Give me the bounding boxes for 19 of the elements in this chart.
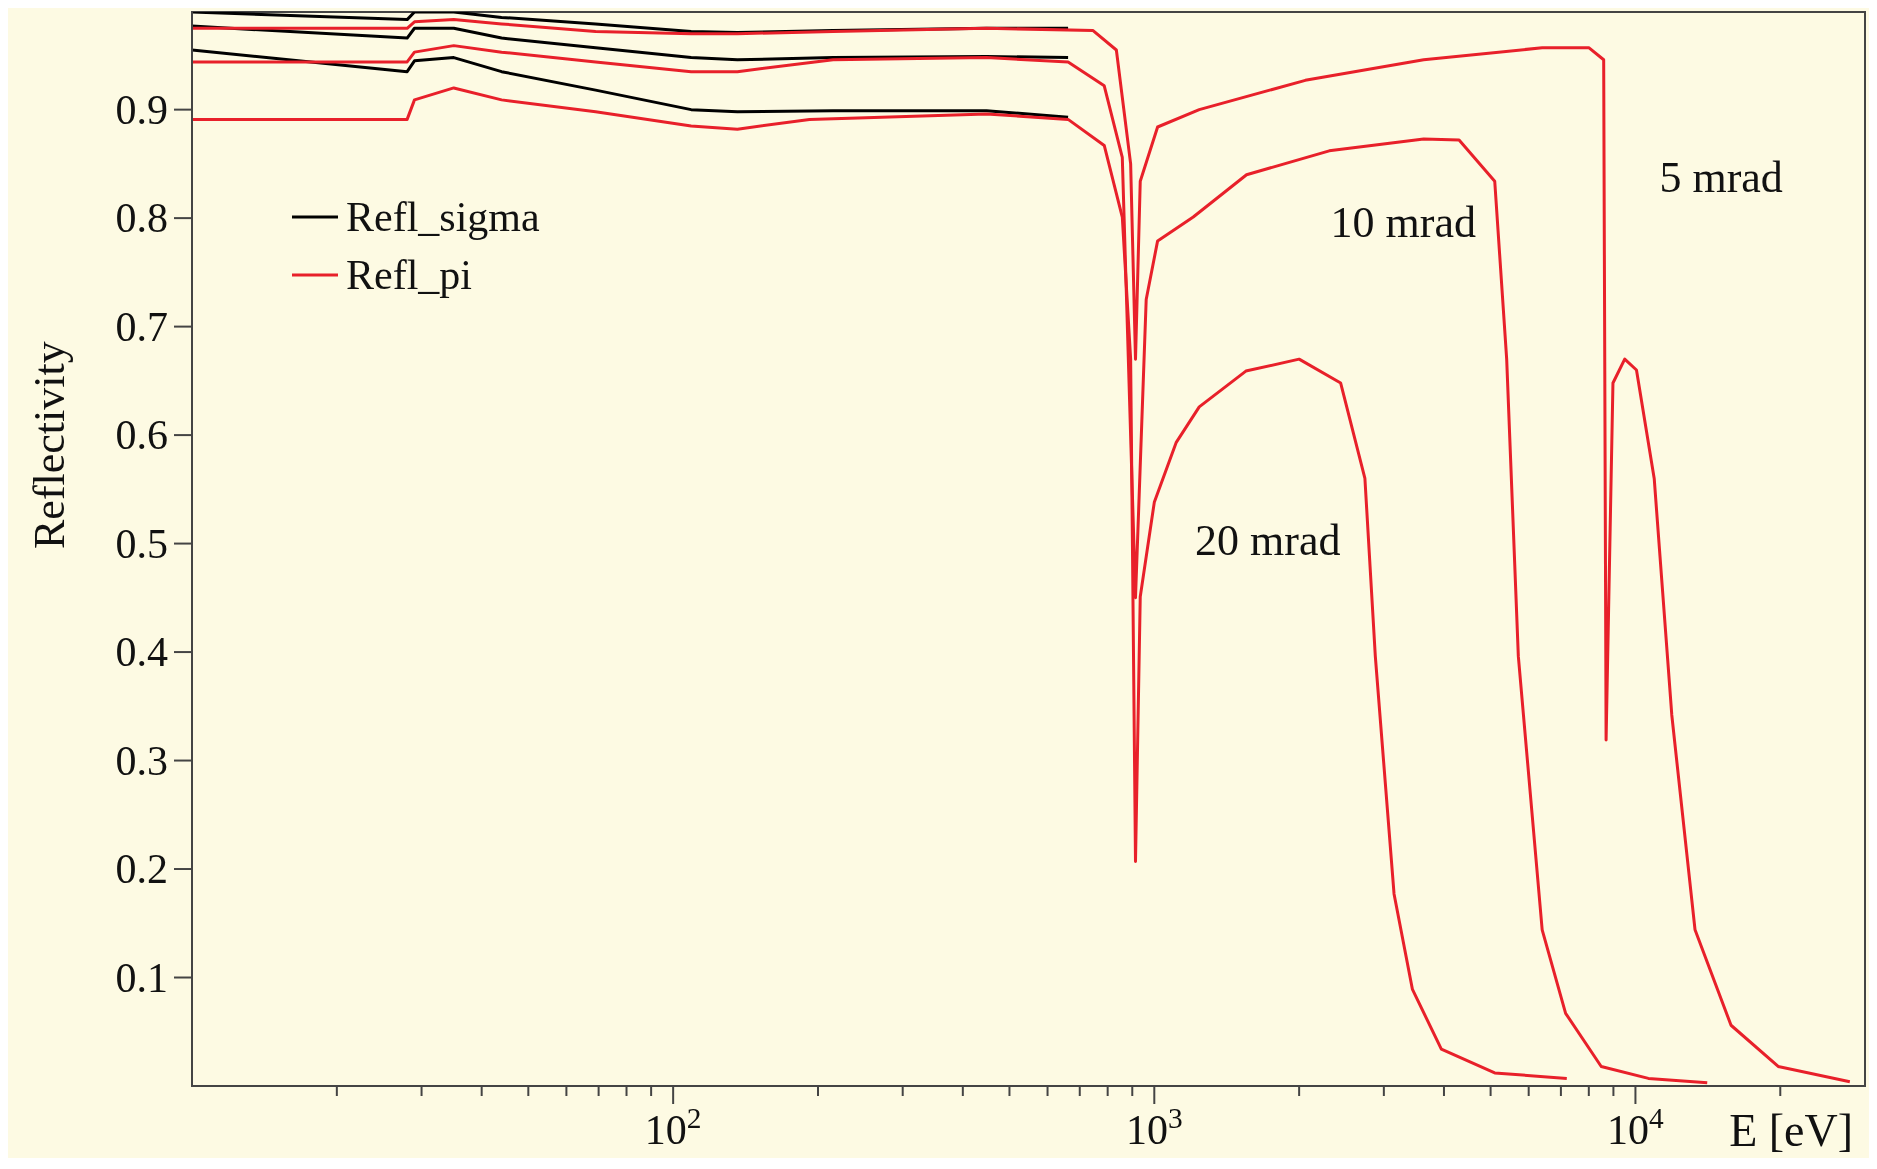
y-tick-label: 0.5 xyxy=(115,520,168,567)
legend-label: Refl_sigma xyxy=(346,193,540,241)
annotation: 10 mrad xyxy=(1330,197,1476,247)
x-tick-label: 10$^{3}$ xyxy=(1125,1102,1183,1153)
y-axis-title: Reflectivity xyxy=(24,341,74,549)
annotation: 20 mrad xyxy=(1195,515,1341,565)
y-tick-label: 0.9 xyxy=(115,86,168,133)
y-tick-label: 0.3 xyxy=(115,737,168,784)
y-tick-label: 0.4 xyxy=(115,629,168,676)
y-tick-label: 0.8 xyxy=(115,195,168,242)
legend-label: Refl_pi xyxy=(346,251,472,299)
y-tick-label: 0.7 xyxy=(115,303,168,350)
x-tick-label: 10$^{4}$ xyxy=(1607,1102,1665,1153)
x-axis-title: E [eV] xyxy=(1729,1105,1853,1156)
y-tick-label: 0.1 xyxy=(115,954,168,1001)
x-tick-label: 10$^{2}$ xyxy=(644,1102,702,1153)
y-tick-label: 0.6 xyxy=(115,412,168,459)
annotation: 5 mrad xyxy=(1659,152,1783,202)
y-tick-label: 0.2 xyxy=(115,846,168,893)
